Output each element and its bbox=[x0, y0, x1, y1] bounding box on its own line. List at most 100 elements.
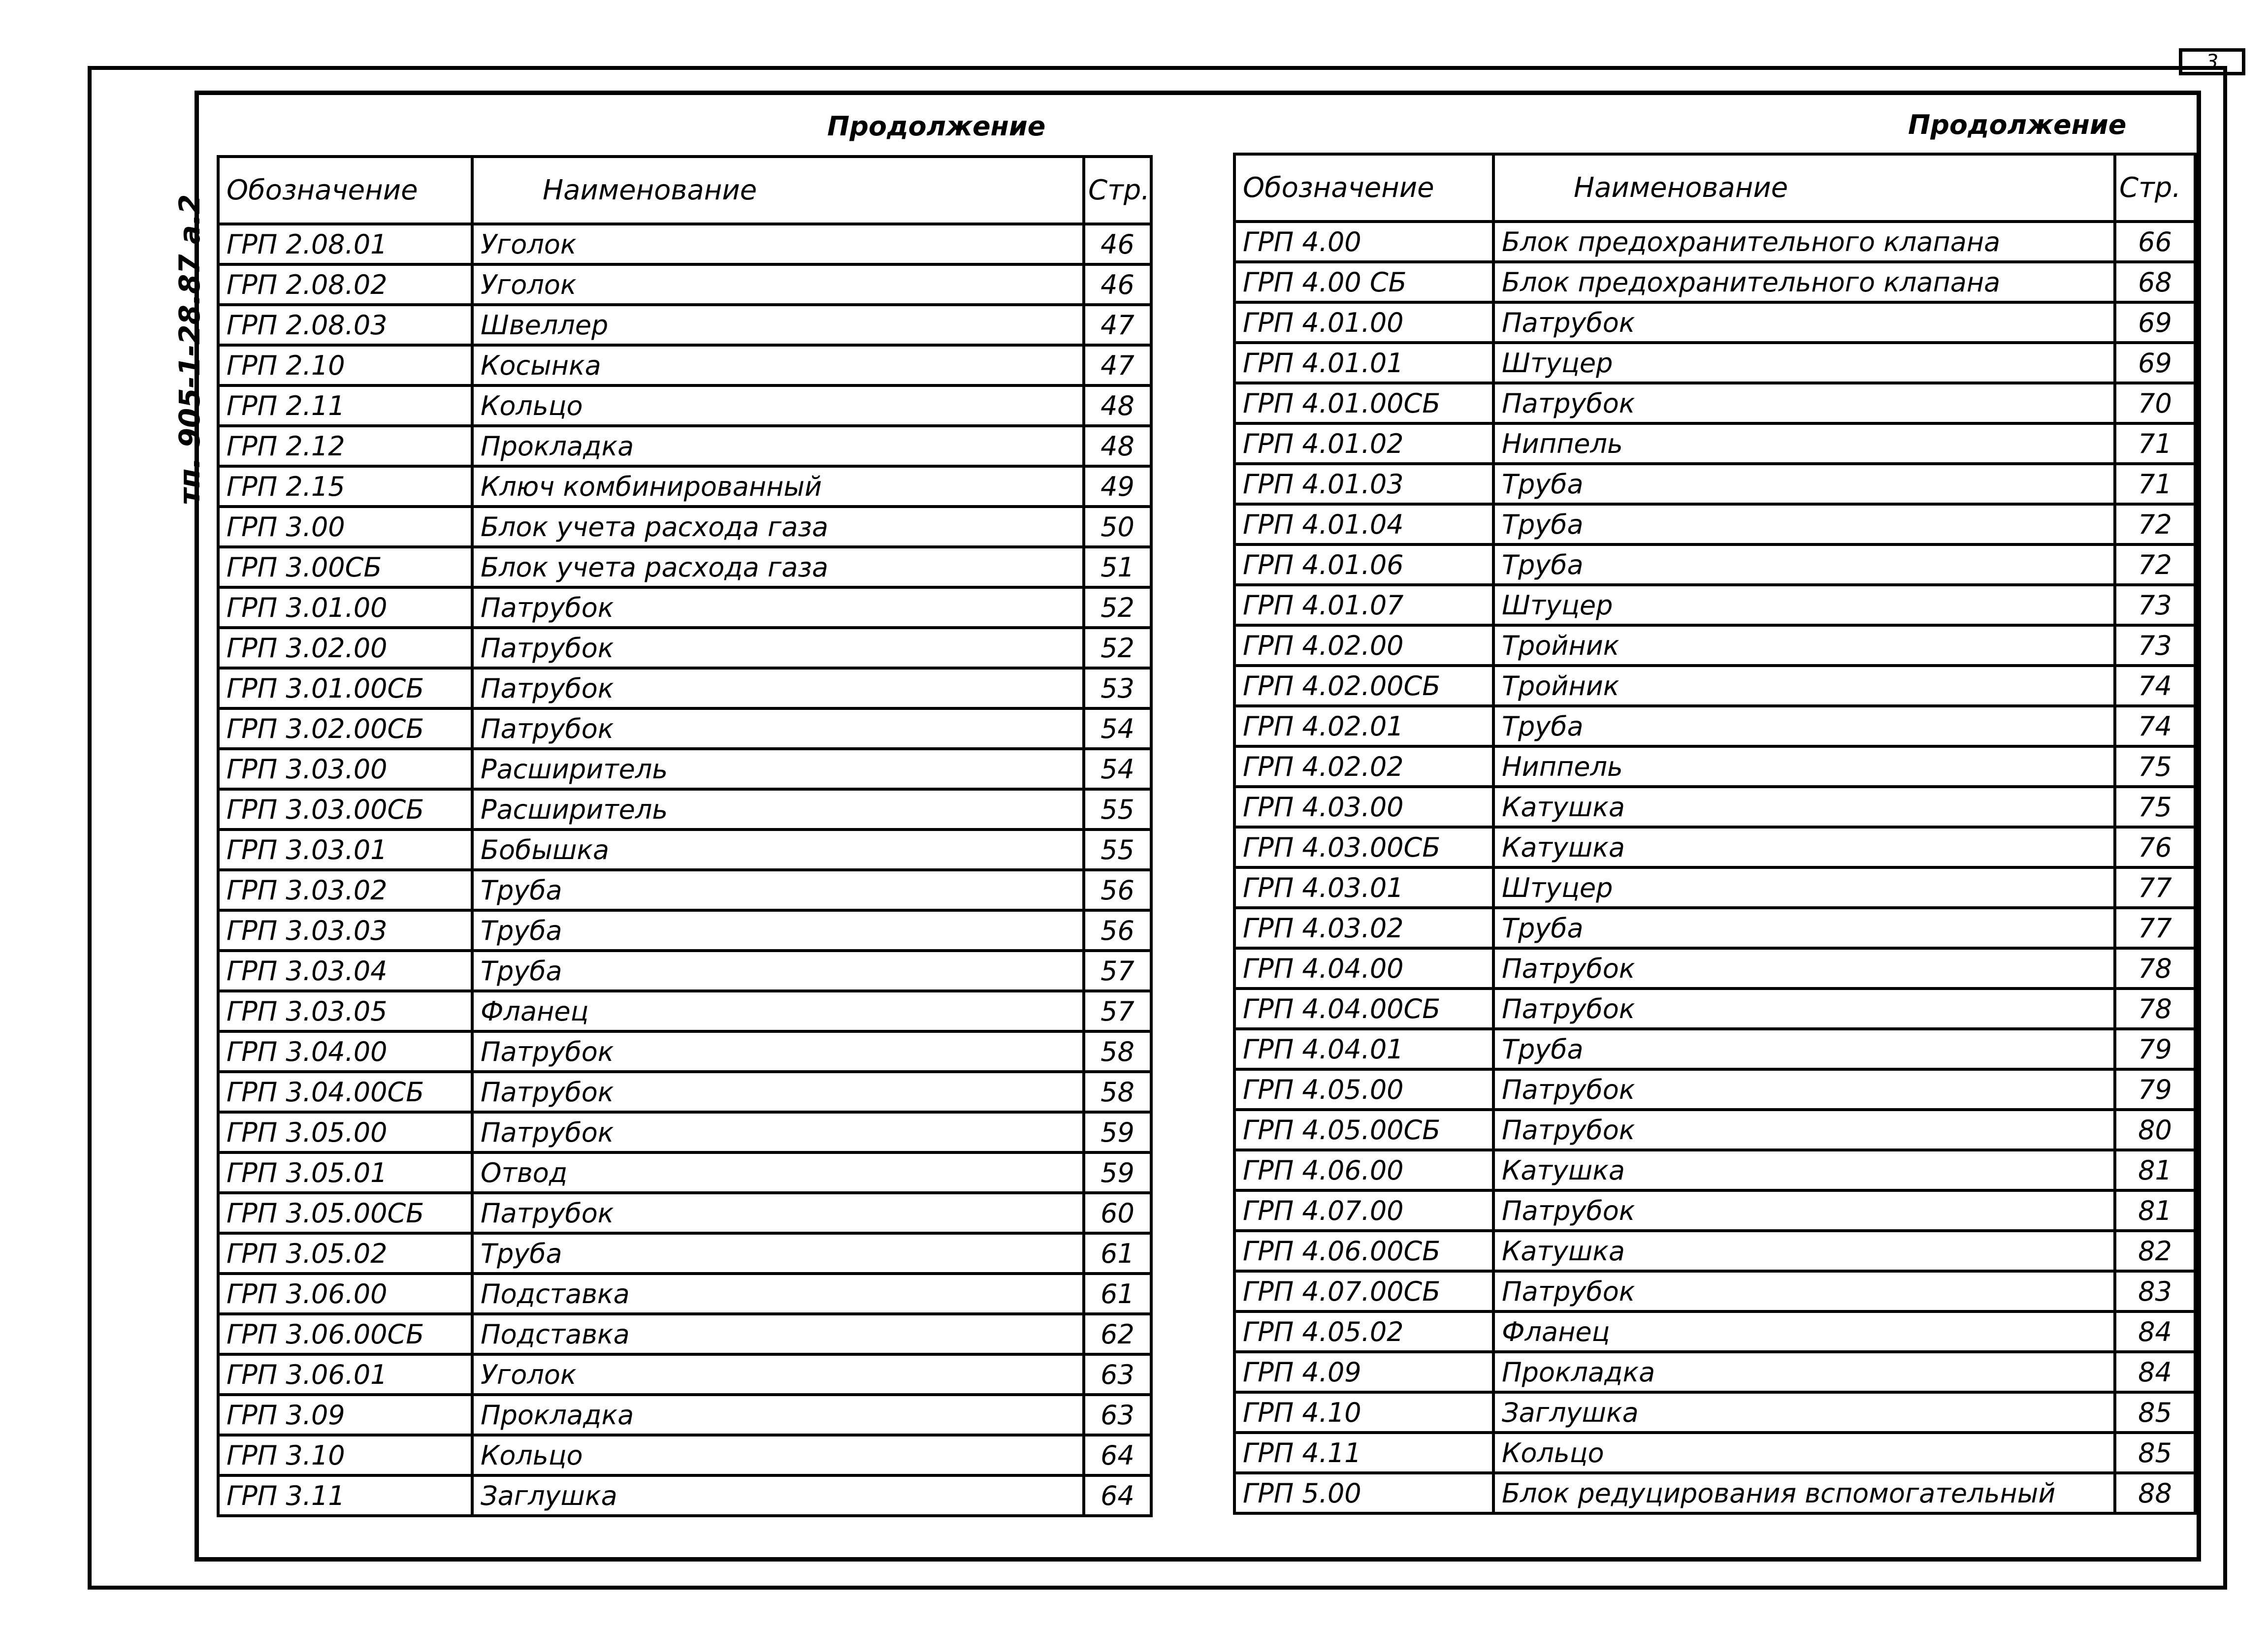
table-row: ГРП 2.08.02 Уголок 46 bbox=[217, 263, 1153, 306]
page-cell: 75 bbox=[2113, 785, 2197, 829]
table-row: ГРП 3.11 Заглушка 64 bbox=[217, 1474, 1153, 1517]
table-row: ГРП 3.03.05 Фланец 57 bbox=[217, 990, 1153, 1033]
name-cell: Фланец bbox=[1492, 1310, 2116, 1353]
table-row: ГРП 4.05.00 Патрубок 79 bbox=[1233, 1068, 2197, 1111]
table-row: ГРП 2.12 Прокладка 48 bbox=[217, 424, 1153, 468]
table-row: ГРП 4.02.01 Труба 74 bbox=[1233, 704, 2197, 748]
page-cell: 54 bbox=[1082, 707, 1153, 750]
page-cell: 59 bbox=[1082, 1111, 1153, 1154]
page-cell: 64 bbox=[1082, 1474, 1153, 1517]
designation-cell: ГРП 4.02.01 bbox=[1233, 704, 1495, 748]
table-row: ГРП 3.05.00СБ Патрубок 60 bbox=[217, 1191, 1153, 1235]
table-row: ГРП 4.01.00СБ Патрубок 70 bbox=[1233, 382, 2197, 425]
designation-cell: ГРП 3.00СБ bbox=[217, 545, 474, 589]
table-row: ГРП 3.10 Кольцо 64 bbox=[217, 1434, 1153, 1477]
table-row: ГРП 4.02.00 Тройник 73 bbox=[1233, 624, 2197, 667]
table-row: ГРП 4.00 Блок предохранительного клапана 6… bbox=[1233, 220, 2197, 263]
table-row: ГРП 3.04.00СБ Патрубок 58 bbox=[217, 1070, 1153, 1114]
designation-cell: ГРП 4.07.00СБ bbox=[1233, 1270, 1495, 1313]
designation-cell: ГРП 3.09 bbox=[217, 1393, 474, 1436]
page-cell: 73 bbox=[2113, 624, 2197, 667]
page-cell: 46 bbox=[1082, 223, 1153, 266]
name-cell: Ключ комбинированный bbox=[471, 465, 1085, 508]
page-cell: 48 bbox=[1082, 424, 1153, 468]
table-row: ГРП 3.05.02 Труба 61 bbox=[217, 1232, 1153, 1275]
name-cell: Блок учета расхода газа bbox=[471, 545, 1085, 589]
page-cell: 53 bbox=[1082, 667, 1153, 710]
page-cell: 55 bbox=[1082, 788, 1153, 831]
page-cell: 46 bbox=[1082, 263, 1153, 306]
table-row: ГРП 3.03.00 Расширитель 54 bbox=[217, 747, 1153, 791]
name-cell: Катушка bbox=[1492, 1149, 2116, 1192]
header-page: Стр. bbox=[2113, 153, 2197, 223]
name-cell: Труба bbox=[1492, 503, 2116, 546]
table-row: ГРП 2.10 Косынка 47 bbox=[217, 344, 1153, 387]
page-cell: 61 bbox=[1082, 1272, 1153, 1315]
page-cell: 77 bbox=[2113, 906, 2197, 950]
page-cell: 47 bbox=[1082, 344, 1153, 387]
name-cell: Катушка bbox=[1492, 785, 2116, 829]
page-cell: 52 bbox=[1082, 586, 1153, 629]
page-cell: 80 bbox=[2113, 1108, 2197, 1151]
table-row: ГРП 4.01.07 Штуцер 73 bbox=[1233, 583, 2197, 627]
page-cell: 84 bbox=[2113, 1310, 2197, 1353]
table-row: ГРП 4.01.01 Штуцер 69 bbox=[1233, 341, 2197, 384]
designation-cell: ГРП 3.02.00 bbox=[217, 626, 474, 670]
designation-cell: ГРП 4.06.00СБ bbox=[1233, 1229, 1495, 1273]
designation-cell: ГРП 4.09 bbox=[1233, 1350, 1495, 1394]
name-cell: Патрубок bbox=[471, 1111, 1085, 1154]
name-cell: Патрубок bbox=[471, 1070, 1085, 1114]
table-row: ГРП 3.03.03 Труба 56 bbox=[217, 909, 1153, 952]
table-row: ГРП 4.01.02 Ниппель 71 bbox=[1233, 422, 2197, 465]
name-cell: Прокладка bbox=[471, 424, 1085, 468]
page-cell: 62 bbox=[1082, 1312, 1153, 1356]
designation-cell: ГРП 3.03.02 bbox=[217, 868, 474, 912]
designation-cell: ГРП 2.11 bbox=[217, 384, 474, 427]
page-cell: 69 bbox=[2113, 301, 2197, 344]
name-cell: Патрубок bbox=[1492, 1108, 2116, 1151]
document-code: тп. 905-1-28.87 а.2 bbox=[162, 177, 217, 522]
designation-cell: ГРП 4.06.00 bbox=[1233, 1149, 1495, 1192]
header-name: Наименование bbox=[471, 155, 1085, 225]
page-cell: 61 bbox=[1082, 1232, 1153, 1275]
designation-cell: ГРП 3.03.03 bbox=[217, 909, 474, 952]
designation-cell: ГРП 3.05.01 bbox=[217, 1151, 474, 1194]
designation-cell: ГРП 4.04.01 bbox=[1233, 1027, 1495, 1071]
name-cell: Прокладка bbox=[1492, 1350, 2116, 1394]
name-cell: Труба bbox=[1492, 462, 2116, 506]
designation-cell: ГРП 4.01.01 bbox=[1233, 341, 1495, 384]
table-row: ГРП 5.00 Блок редуцирования вспомогательн… bbox=[1233, 1471, 2197, 1515]
table-row: ГРП 4.01.04 Труба 72 bbox=[1233, 503, 2197, 546]
table-row: ГРП 4.05.02 Фланец 84 bbox=[1233, 1310, 2197, 1353]
page-cell: 63 bbox=[1082, 1353, 1153, 1396]
page-cell: 49 bbox=[1082, 465, 1153, 508]
table-row: ГРП 3.01.00 Патрубок 52 bbox=[217, 586, 1153, 629]
designation-cell: ГРП 4.02.00 bbox=[1233, 624, 1495, 667]
page-cell: 59 bbox=[1082, 1151, 1153, 1194]
table-row: ГРП 4.02.02 Ниппель 75 bbox=[1233, 745, 2197, 788]
designation-cell: ГРП 2.15 bbox=[217, 465, 474, 508]
table-row: ГРП 3.03.01 Бобышка 55 bbox=[217, 828, 1153, 871]
name-cell: Патрубок bbox=[1492, 947, 2116, 990]
table-row: ГРП 3.06.01 Уголок 63 bbox=[217, 1353, 1153, 1396]
designation-cell: ГРП 3.04.00 bbox=[217, 1030, 474, 1073]
name-cell: Расширитель bbox=[471, 788, 1085, 831]
designation-cell: ГРП 4.05.00СБ bbox=[1233, 1108, 1495, 1151]
designation-cell: ГРП 4.01.07 bbox=[1233, 583, 1495, 627]
table-row: ГРП 4.05.00СБ Патрубок 80 bbox=[1233, 1108, 2197, 1151]
name-cell: Катушка bbox=[1492, 1229, 2116, 1273]
name-cell: Катушка bbox=[1492, 826, 2116, 869]
name-cell: Труба bbox=[471, 1232, 1085, 1275]
table-row: ГРП 2.11 Кольцо 48 bbox=[217, 384, 1153, 427]
table-row: ГРП 4.00 СБ Блок предохранительного клапа… bbox=[1233, 260, 2197, 304]
page-cell: 68 bbox=[2113, 260, 2197, 304]
page-cell: 72 bbox=[2113, 503, 2197, 546]
designation-cell: ГРП 4.04.00СБ bbox=[1233, 987, 1495, 1030]
designation-cell: ГРП 3.03.00СБ bbox=[217, 788, 474, 831]
page-cell: 48 bbox=[1082, 384, 1153, 427]
designation-cell: ГРП 4.03.02 bbox=[1233, 906, 1495, 950]
name-cell: Патрубок bbox=[471, 586, 1085, 629]
page-cell: 81 bbox=[2113, 1149, 2197, 1192]
page-cell: 47 bbox=[1082, 303, 1153, 347]
designation-cell: ГРП 3.05.02 bbox=[217, 1232, 474, 1275]
